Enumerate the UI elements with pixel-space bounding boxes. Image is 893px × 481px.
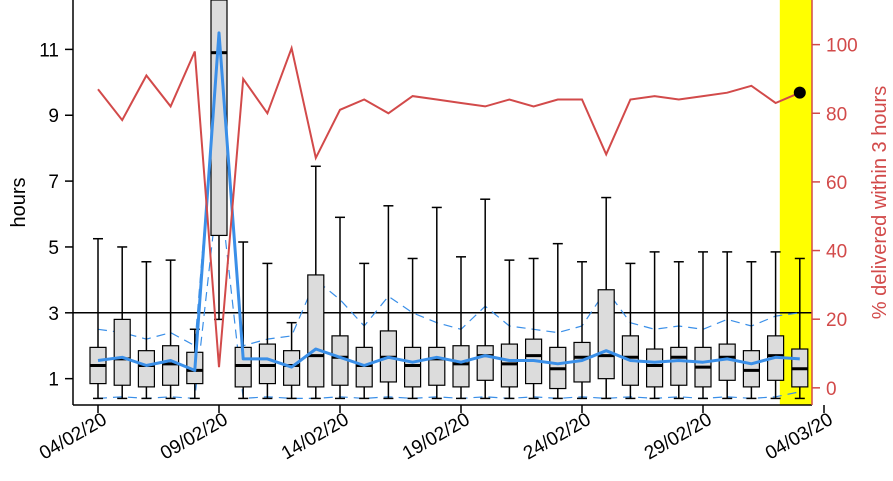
x-tick-label: 29/02/20 xyxy=(641,409,716,464)
box xyxy=(597,289,615,380)
box xyxy=(404,346,422,388)
boxplot xyxy=(694,251,712,400)
y-tick-label: 9 xyxy=(48,106,59,127)
y-tick-label: 11 xyxy=(39,40,59,61)
boxplot xyxy=(113,246,131,400)
lower-quantile-line xyxy=(97,181,800,400)
boxplot xyxy=(234,241,252,400)
boxplot xyxy=(379,205,397,400)
box xyxy=(718,343,736,381)
y-axis-label: hours xyxy=(8,177,30,227)
boxplot xyxy=(597,196,615,400)
tick-labels: 1 3 5 7 9 11 0 20 40 60 80 100 04/02/20 09/02/20 14/02… xyxy=(36,36,858,465)
boxplot xyxy=(742,261,761,400)
box xyxy=(645,348,664,388)
upper-quantile-line xyxy=(97,49,800,347)
box xyxy=(210,0,228,237)
highlight-point xyxy=(793,86,806,99)
boxplot xyxy=(500,259,518,400)
x-tick-label: 24/02/20 xyxy=(520,409,595,464)
mean-line xyxy=(97,31,800,372)
y2-tick-label: 100 xyxy=(826,36,858,57)
y2-tick-label: 80 xyxy=(826,104,847,125)
y2-tick-label: 20 xyxy=(826,310,847,331)
y-tick-label: 5 xyxy=(48,238,59,259)
box xyxy=(137,350,155,388)
x-tick-label: 04/02/20 xyxy=(36,409,111,464)
box xyxy=(670,346,688,386)
x-tick-label: 04/03/20 xyxy=(762,409,837,464)
axes xyxy=(65,0,825,413)
boxplot xyxy=(670,261,688,400)
boxplot xyxy=(452,256,470,400)
y-tick-label: 7 xyxy=(48,172,59,193)
boxplot xyxy=(645,251,664,400)
box xyxy=(500,343,518,388)
y2-axis-label: % delivered within 3 hours xyxy=(869,86,891,319)
x-tick-label: 19/02/20 xyxy=(399,409,474,464)
y2-tick-label: 0 xyxy=(826,379,837,400)
boxplot xyxy=(428,206,446,400)
y2-tick-label: 60 xyxy=(826,173,847,194)
boxplot xyxy=(573,261,591,400)
boxplot xyxy=(307,165,325,400)
box xyxy=(428,346,446,386)
boxplot xyxy=(283,321,301,400)
boxplot xyxy=(621,262,640,400)
box xyxy=(113,318,131,386)
box xyxy=(162,345,180,386)
x-tick-label: 09/02/20 xyxy=(157,409,232,464)
boxplot xyxy=(404,257,422,400)
boxplot xyxy=(355,262,373,400)
box xyxy=(355,346,373,388)
boxplot xyxy=(137,261,155,400)
percent-line xyxy=(97,44,801,368)
y-tick-label: 3 xyxy=(48,304,59,325)
boxplots xyxy=(89,0,809,400)
boxplot xyxy=(258,262,276,400)
x-tick-label: 14/02/20 xyxy=(278,409,353,464)
boxplot xyxy=(210,0,228,321)
box xyxy=(742,350,761,388)
highlight-band xyxy=(779,0,812,405)
series-lines xyxy=(97,31,806,372)
boxplot xyxy=(162,259,180,400)
y2-tick-label: 40 xyxy=(826,242,847,263)
y-tick-label: 1 xyxy=(48,370,59,391)
box xyxy=(307,274,325,388)
boxplot xyxy=(524,257,543,400)
boxplot xyxy=(549,242,567,400)
boxplot xyxy=(89,237,107,400)
box xyxy=(258,343,276,385)
boxplot xyxy=(718,251,736,400)
box xyxy=(452,345,470,388)
boxplot xyxy=(331,216,349,400)
box xyxy=(476,345,494,381)
boxplot xyxy=(476,198,494,400)
